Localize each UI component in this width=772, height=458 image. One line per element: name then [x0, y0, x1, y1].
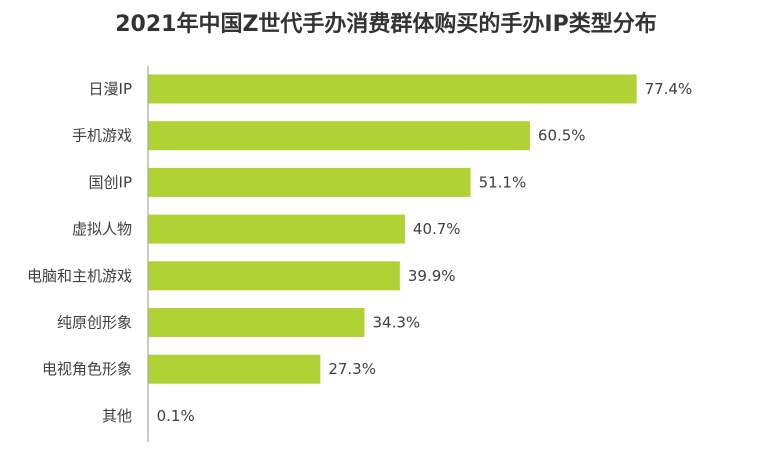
category-label: 电视角色形象	[42, 360, 132, 378]
category-label: 手机游戏	[72, 127, 132, 145]
bars-group	[148, 74, 637, 431]
value-label: 34.3%	[373, 314, 421, 332]
category-label: 虚拟人物	[72, 220, 132, 238]
value-label: 40.7%	[413, 220, 461, 238]
category-label: 电脑和主机游戏	[27, 267, 132, 285]
category-label: 日漫IP	[89, 80, 132, 98]
bar-6	[148, 308, 365, 337]
bar-7	[148, 354, 321, 384]
bar-4	[148, 214, 405, 244]
bar-1	[148, 74, 637, 104]
bar-2	[148, 121, 530, 151]
value-labels-group: 77.4% 60.5% 51.1% 40.7% 39.9% 34.3% 27.3% 0.1%	[157, 80, 693, 425]
category-label: 国创IP	[89, 173, 132, 191]
chart-title: 2021年中国Z世代手办消费群体购买的手办IP类型分布	[115, 12, 657, 37]
bar-5	[148, 261, 400, 291]
value-label: 77.4%	[645, 80, 693, 98]
category-label: 纯原创形象	[57, 314, 132, 332]
bar-3	[148, 167, 471, 197]
value-label: 0.1%	[157, 407, 195, 425]
value-label: 51.1%	[479, 173, 527, 191]
category-label: 其他	[102, 407, 132, 425]
value-label: 39.9%	[408, 267, 456, 285]
value-label: 27.3%	[328, 360, 376, 378]
value-label: 60.5%	[538, 127, 586, 145]
